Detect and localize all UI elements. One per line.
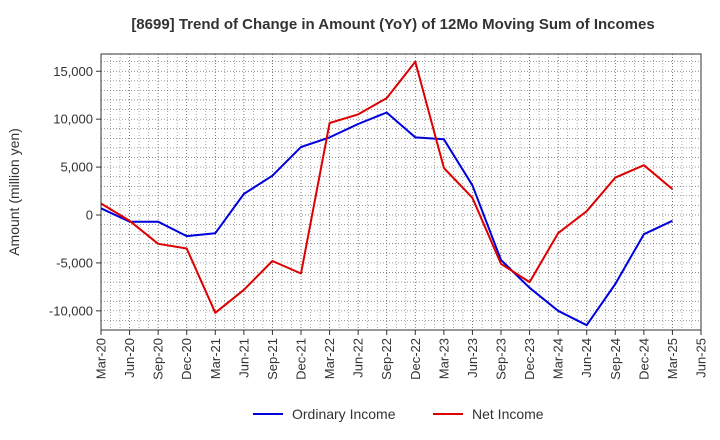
x-tick-label: Mar-25: [665, 338, 680, 379]
x-tick-label: Jun-24: [579, 338, 594, 378]
x-tick-label: Sep-23: [494, 338, 509, 380]
grid: [100, 54, 702, 331]
chart-title: [8699] Trend of Change in Amount (YoY) o…: [131, 16, 654, 33]
x-axis: Mar-20 Jun-20 Sep-20 Dec-20 Mar-21 Jun-21 Sep-…: [94, 330, 709, 380]
x-tick-label: Dec-24: [636, 338, 651, 380]
x-tick-label: Sep-24: [608, 338, 623, 380]
x-tick-label: Dec-22: [408, 338, 423, 380]
x-tick-label: Dec-21: [294, 338, 309, 380]
x-tick-label: Jun-21: [236, 338, 251, 378]
x-tick-label: Mar-22: [322, 338, 337, 379]
series-line-net-income: [100, 60, 674, 314]
y-tick-label: -10,000: [49, 303, 93, 318]
y-tick-label: 10,000: [53, 112, 93, 127]
x-tick-label: Sep-20: [151, 338, 166, 380]
y-tick-label: 5,000: [60, 160, 93, 175]
x-tick-label: Sep-21: [265, 338, 280, 380]
x-tick-label: Jun-23: [465, 338, 480, 378]
y-tick-label: 0: [86, 208, 93, 223]
x-tick-label: Dec-23: [522, 338, 537, 380]
legend-label: Net Income: [472, 406, 544, 422]
x-tick-label: Jun-20: [122, 338, 137, 378]
legend-label: Ordinary Income: [292, 406, 396, 422]
y-tick-label: 15,000: [53, 64, 93, 79]
x-tick-label: Mar-23: [436, 338, 451, 379]
y-axis-label: Amount (million yen): [6, 128, 22, 256]
x-tick-label: Jun-22: [351, 338, 366, 378]
x-tick-label: Jun-25: [694, 338, 709, 378]
series-lines: [100, 60, 674, 327]
y-tick-label: -5,000: [56, 255, 93, 270]
x-tick-label: Mar-20: [94, 338, 109, 379]
x-tick-label: Mar-24: [551, 338, 566, 379]
legend: Ordinary Income Net Income: [253, 406, 544, 422]
x-tick-label: Sep-22: [379, 338, 394, 380]
x-tick-label: Dec-20: [179, 338, 194, 380]
y-axis: -10,000 -5,000 0 5,000 10,000 15,000: [49, 64, 101, 318]
x-tick-label: Mar-21: [208, 338, 223, 379]
plot-border: [100, 53, 702, 331]
series-line-ordinary-income: [100, 111, 673, 327]
